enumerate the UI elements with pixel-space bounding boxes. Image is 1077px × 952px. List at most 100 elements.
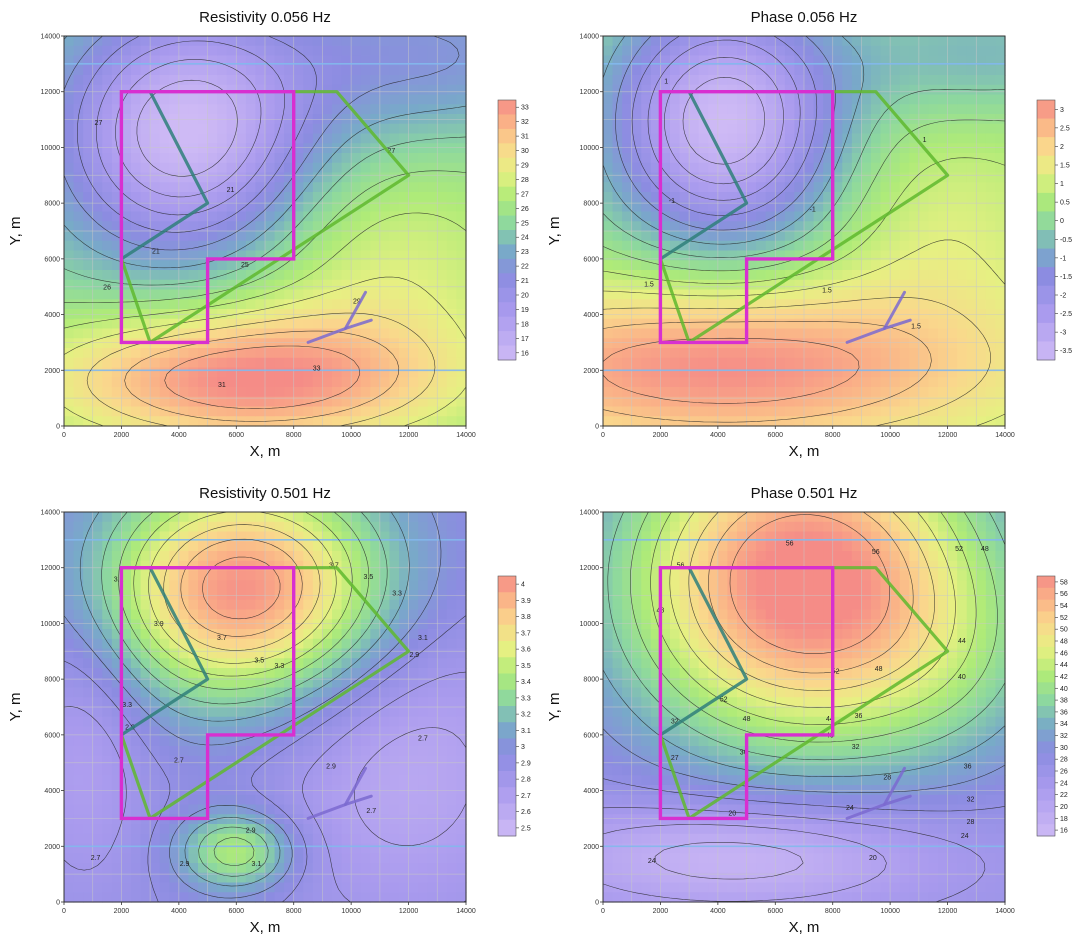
heat-cell: [332, 153, 343, 164]
heat-cell: [765, 104, 776, 115]
heat-cell: [708, 201, 719, 213]
heat-cell: [111, 824, 123, 835]
heat-cell: [245, 541, 257, 552]
heat-cell: [150, 697, 161, 708]
heat-cell: [121, 521, 132, 533]
heat-cell: [804, 338, 815, 349]
heat-cell: [631, 55, 642, 66]
heat-cell: [178, 387, 190, 398]
heat-cell: [351, 104, 362, 115]
heat-cell: [322, 755, 333, 767]
heat-cell: [351, 707, 362, 718]
heat-cell: [995, 367, 1006, 378]
heat-cell: [284, 512, 295, 523]
heat-cell: [341, 736, 352, 747]
heat-cell: [73, 104, 84, 115]
heat-cell: [92, 201, 103, 213]
heat-cell: [83, 648, 94, 659]
heat-cell: [660, 182, 671, 193]
heat-cell: [226, 775, 237, 786]
heat-cell: [938, 279, 949, 291]
heat-cell: [111, 531, 123, 542]
heat-cell: [102, 299, 113, 310]
heat-cell: [650, 270, 662, 281]
heat-cell: [612, 299, 623, 310]
heat-cell: [140, 785, 151, 796]
heat-cell: [427, 289, 438, 300]
heat-cell: [928, 416, 939, 427]
heat-cell: [83, 687, 94, 698]
heat-cell: [341, 697, 352, 708]
heat-cell: [188, 746, 199, 757]
heat-cell: [102, 123, 113, 135]
heat-cell: [150, 736, 161, 747]
heat-cell: [418, 260, 429, 271]
heat-cell: [322, 153, 333, 164]
heat-cell: [303, 619, 314, 630]
heat-cell: [418, 309, 429, 320]
heat-cell: [784, 357, 796, 369]
heat-cell: [379, 677, 391, 689]
heat-cell: [966, 45, 977, 57]
heat-cell: [851, 270, 863, 281]
heat-cell: [159, 551, 170, 562]
heat-cell: [966, 221, 977, 232]
heat-cell: [64, 260, 75, 271]
heat-cell: [303, 84, 314, 96]
heat-cell: [947, 279, 958, 291]
heat-cell: [131, 114, 142, 125]
heat-cell: [188, 892, 199, 903]
heat-cell: [679, 299, 690, 310]
y-tick-label: 2000: [583, 368, 599, 375]
heat-cell: [293, 84, 304, 96]
heat-cell: [389, 133, 400, 144]
heat-cell: [995, 104, 1006, 115]
heat-cell: [207, 338, 218, 349]
heat-cell: [890, 75, 901, 86]
heat-cell: [245, 328, 257, 339]
heat-cell: [159, 658, 170, 669]
heat-cell: [408, 289, 419, 300]
heat-cell: [842, 299, 853, 310]
heat-cell: [150, 794, 161, 806]
heat-cell: [379, 580, 391, 591]
heat-cell: [188, 804, 199, 815]
heat-cell: [737, 36, 748, 47]
heat-cell: [399, 65, 410, 76]
heat-cell: [832, 377, 843, 388]
heat-cell: [631, 75, 642, 86]
heat-cell: [73, 75, 84, 86]
heat-cell: [679, 309, 690, 320]
heat-cell: [159, 599, 170, 611]
heat-cell: [217, 231, 228, 242]
heat-cell: [995, 348, 1006, 359]
colorbar-tick-label: -0.5: [1060, 237, 1072, 244]
heat-cell: [794, 36, 805, 47]
heat-cell: [612, 396, 623, 408]
heat-cell: [73, 824, 84, 835]
heat-cell: [236, 153, 247, 164]
heat-cell: [717, 260, 729, 271]
heat-cell: [689, 114, 700, 125]
heat-cell: [689, 182, 700, 193]
heat-cell: [217, 143, 228, 154]
heat-cell: [178, 619, 190, 630]
heat-cell: [303, 765, 314, 776]
heat-cell: [102, 114, 113, 125]
heat-cell: [909, 211, 920, 222]
heat-cell: [880, 65, 891, 76]
heat-cell: [622, 36, 633, 47]
heat-cell: [456, 396, 467, 408]
heat-cell: [603, 65, 614, 76]
heat-cell: [159, 707, 170, 718]
heat-cell: [92, 289, 103, 300]
heat-cell: [332, 794, 343, 806]
heat-cell: [284, 736, 295, 747]
heat-cell: [131, 318, 142, 330]
heat-cell: [245, 668, 257, 679]
heat-cell: [612, 211, 623, 222]
heat-cell: [198, 396, 209, 408]
heat-cell: [650, 250, 662, 261]
heat-cell: [245, 201, 257, 213]
heat-cell: [284, 75, 295, 86]
